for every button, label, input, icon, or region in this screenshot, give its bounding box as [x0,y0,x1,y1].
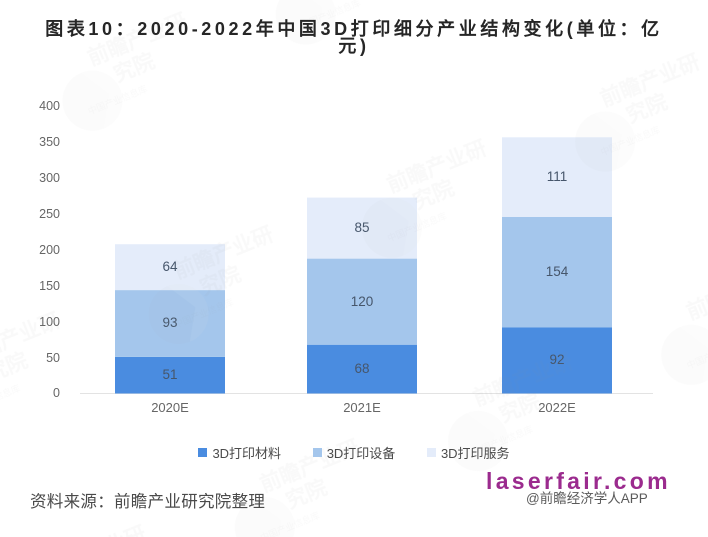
svg-text:0: 0 [53,386,60,400]
svg-text:150: 150 [39,279,60,293]
svg-text:2020E: 2020E [151,400,189,415]
svg-text:2022E: 2022E [538,400,576,415]
svg-text:92: 92 [549,352,564,367]
svg-text:50: 50 [46,351,60,365]
svg-text:250: 250 [39,207,60,221]
svg-text:68: 68 [354,361,369,376]
svg-text:111: 111 [547,169,568,184]
svg-text:154: 154 [546,264,569,279]
svg-text:2021E: 2021E [343,400,381,415]
svg-text:300: 300 [39,171,60,185]
svg-text:51: 51 [162,367,177,382]
svg-text:400: 400 [39,99,60,113]
svg-text:120: 120 [351,294,374,309]
svg-text:350: 350 [39,135,60,149]
svg-text:93: 93 [162,315,177,330]
svg-text:85: 85 [354,220,369,235]
svg-text:100: 100 [39,315,60,329]
svg-text:200: 200 [39,243,60,257]
svg-text:64: 64 [162,259,178,274]
